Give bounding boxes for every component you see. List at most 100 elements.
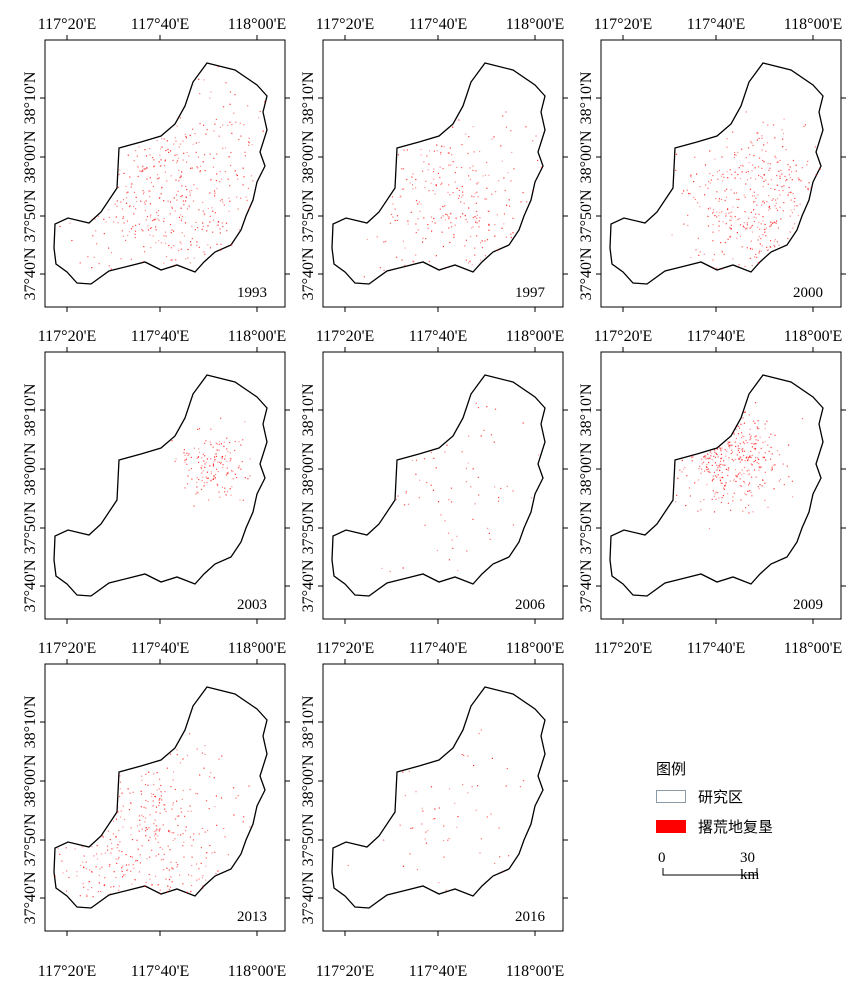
lon-label: 118°00'E xyxy=(784,16,842,33)
year-label: 1997 xyxy=(515,285,546,301)
lon-label: 117°40'E xyxy=(409,328,467,345)
lon-label: 118°00'E xyxy=(506,640,564,657)
lon-label: 117°20'E xyxy=(38,963,96,980)
year-label: 2003 xyxy=(237,597,267,613)
lon-label: 118°00'E xyxy=(228,963,286,980)
lat-label: 38°00'N xyxy=(22,754,39,807)
lon-label: 117°40'E xyxy=(409,16,467,33)
lat-label: 38°10'N xyxy=(300,383,317,436)
lat-label: 37°50'N xyxy=(300,813,317,866)
year-label: 2006 xyxy=(515,597,546,613)
study-area-swatch xyxy=(656,789,686,803)
lon-label: 117°40'E xyxy=(687,328,745,345)
legend-item-study-area: 研究区 xyxy=(656,788,744,806)
lat-label: 37°50'N xyxy=(578,501,595,554)
lon-label: 118°00'E xyxy=(506,963,564,980)
lon-label: 117°20'E xyxy=(594,640,652,657)
lat-label: 37°50'N xyxy=(22,501,39,554)
lon-label: 117°40'E xyxy=(687,16,745,33)
study-area-boundary xyxy=(53,686,268,909)
lon-label: 118°00'E xyxy=(784,328,842,345)
lon-label: 118°00'E xyxy=(228,328,286,345)
scale-bar-line xyxy=(662,868,758,876)
lat-label: 38°00'N xyxy=(578,130,595,183)
study-area-boundary xyxy=(609,62,824,285)
lon-label: 117°20'E xyxy=(38,640,96,657)
reclaim-label: 撂荒地复垦 xyxy=(698,819,774,836)
lat-label: 38°00'N xyxy=(300,754,317,807)
lon-label: 118°00'E xyxy=(784,640,842,657)
lat-label: 38°00'N xyxy=(22,130,39,183)
map-panel-2009: 2009 xyxy=(596,347,846,624)
study-area-boundary xyxy=(53,374,268,597)
year-label: 2016 xyxy=(515,909,546,925)
lat-label: 38°10'N xyxy=(300,71,317,124)
study-area-boundary xyxy=(331,374,546,597)
lat-label: 38°00'N xyxy=(22,442,39,495)
legend: 图例 研究区 撂荒地复垦 0 30 km xyxy=(656,758,846,888)
year-label: 2000 xyxy=(793,285,823,301)
lat-label: 37°50'N xyxy=(300,189,317,242)
lon-label: 118°00'E xyxy=(228,16,286,33)
map-panel-2003: 2003 xyxy=(40,347,290,624)
reclaim-pixels xyxy=(59,66,266,270)
lon-label: 118°00'E xyxy=(506,16,564,33)
map-panel-1997: 1997 xyxy=(318,35,568,312)
lat-label: 37°50'N xyxy=(22,189,39,242)
lat-label: 38°00'N xyxy=(578,442,595,495)
study-area-boundary xyxy=(53,62,268,285)
lat-label: 38°10'N xyxy=(22,695,39,748)
lat-label: 37°40'N xyxy=(300,247,317,300)
year-label: 2013 xyxy=(237,909,267,925)
lat-label: 37°40'N xyxy=(300,559,317,612)
lon-label: 117°20'E xyxy=(316,963,374,980)
reclaim-pixels xyxy=(363,111,543,278)
scale-start-label: 0 xyxy=(658,850,666,866)
lon-label: 117°20'E xyxy=(594,328,652,345)
lat-label: 37°40'N xyxy=(300,871,317,924)
lon-label: 118°00'E xyxy=(506,328,564,345)
lat-label: 37°40'N xyxy=(578,559,595,612)
scale-bar: 0 30 km xyxy=(656,850,776,883)
lon-label: 117°40'E xyxy=(409,640,467,657)
lat-label: 38°10'N xyxy=(22,383,39,436)
lon-label: 117°20'E xyxy=(316,640,374,657)
lon-label: 117°20'E xyxy=(316,328,374,345)
lat-label: 38°00'N xyxy=(300,442,317,495)
map-panel-2000: 2000 xyxy=(596,35,846,312)
lat-label: 37°50'N xyxy=(22,813,39,866)
legend-item-reclaim: 撂荒地复垦 xyxy=(656,818,774,836)
lat-label: 37°40'N xyxy=(578,247,595,300)
reclaim-pixels xyxy=(675,402,804,530)
lat-label: 38°10'N xyxy=(578,71,595,124)
lon-label: 118°00'E xyxy=(228,640,286,657)
lon-label: 117°40'E xyxy=(131,963,189,980)
lat-label: 38°10'N xyxy=(578,383,595,436)
lon-label: 117°40'E xyxy=(131,16,189,33)
lat-label: 37°40'N xyxy=(22,871,39,924)
year-label: 2009 xyxy=(793,597,823,613)
map-panel-2013: 2013 xyxy=(40,659,290,936)
lon-label: 117°20'E xyxy=(38,16,96,33)
study-area-boundary xyxy=(331,686,546,909)
reclaim-swatch xyxy=(656,819,686,833)
lat-label: 37°40'N xyxy=(22,247,39,300)
lon-label: 117°20'E xyxy=(594,16,652,33)
lon-label: 117°40'E xyxy=(131,328,189,345)
lat-label: 38°10'N xyxy=(300,695,317,748)
map-panel-1993: 1993 xyxy=(40,35,290,312)
lat-label: 38°00'N xyxy=(300,130,317,183)
year-label: 1993 xyxy=(237,285,267,301)
map-panel-2016: 2016 xyxy=(318,659,568,936)
lon-label: 117°20'E xyxy=(316,16,374,33)
study-area-boundary xyxy=(609,374,824,597)
reclaim-pixels xyxy=(54,733,251,898)
lat-label: 37°40'N xyxy=(22,559,39,612)
lon-label: 117°20'E xyxy=(38,328,96,345)
lat-label: 37°50'N xyxy=(578,189,595,242)
lon-label: 117°40'E xyxy=(131,640,189,657)
reclaim-pixels xyxy=(381,402,540,573)
lon-label: 117°40'E xyxy=(409,963,467,980)
study-area-label: 研究区 xyxy=(698,789,744,806)
